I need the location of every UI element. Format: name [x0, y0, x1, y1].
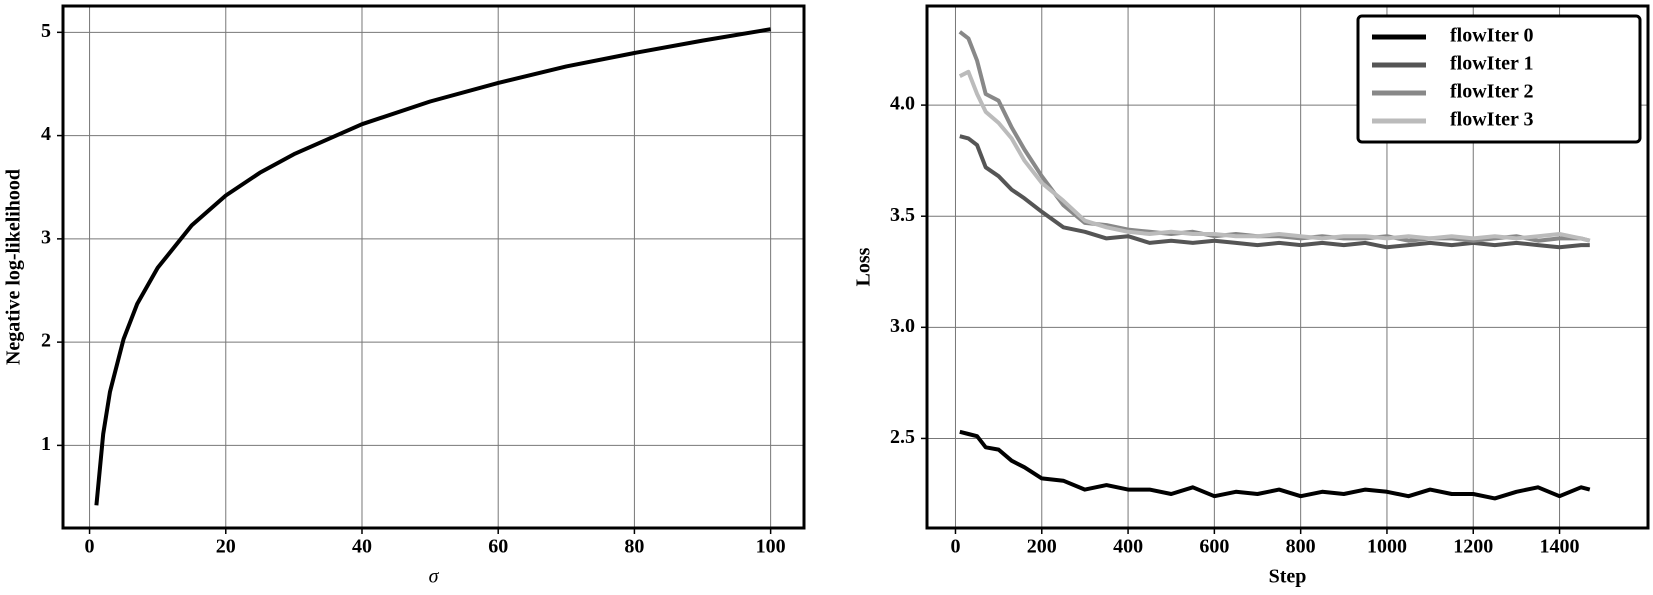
data-line — [94, 27, 771, 506]
y-tick-label: 5 — [41, 20, 51, 42]
y-tick-label: 3 — [41, 226, 51, 248]
legend-label: flowIter 3 — [1450, 109, 1534, 131]
legend: flowIter 0 flowIter 1 flowIter 2 flowIter 3 — [1356, 14, 1642, 144]
x-tick-label: 40 — [352, 536, 372, 558]
y-tick-label: 4.0 — [890, 93, 915, 115]
x-tick-label: 60 — [488, 536, 508, 558]
x-tick-label: 800 — [1286, 536, 1316, 558]
data-line — [959, 429, 1591, 501]
y-axis-label: Loss — [853, 247, 875, 286]
y-tick-label: 3.5 — [890, 204, 915, 226]
y-tick-label: 1 — [41, 433, 51, 455]
legend-label: flowIter 1 — [1450, 53, 1534, 75]
x-tick-label: 600 — [1199, 536, 1229, 558]
legend-label: flowIter 0 — [1450, 25, 1534, 47]
x-tick-label: 0 — [950, 536, 960, 558]
y-tick-label: 4 — [41, 123, 51, 145]
x-tick-label: 0 — [85, 536, 95, 558]
y-tick-label: 3.0 — [890, 315, 915, 337]
x-tick-label: 200 — [1027, 536, 1057, 558]
y-axis-label: Negative log-likelihood — [3, 169, 25, 365]
axes-frame — [61, 4, 806, 530]
x-tick-label: 80 — [624, 536, 644, 558]
x-tick-label: 1400 — [1540, 536, 1580, 558]
data-line — [959, 134, 1590, 250]
data-line — [958, 69, 1591, 243]
x-axis-label: σ — [429, 566, 440, 588]
y-tick-label: 2.5 — [890, 426, 915, 448]
x-tick-label: 1000 — [1367, 536, 1407, 558]
y-tick-label: 2 — [41, 330, 51, 352]
axes-frame — [925, 4, 1650, 530]
x-tick-label: 1200 — [1453, 536, 1493, 558]
legend-label: flowIter 2 — [1450, 81, 1534, 103]
x-tick-label: 100 — [756, 536, 786, 558]
x-tick-label: 20 — [216, 536, 236, 558]
x-axis-label: Step — [1269, 566, 1307, 588]
legend-box — [1356, 14, 1642, 144]
x-tick-label: 400 — [1113, 536, 1143, 558]
